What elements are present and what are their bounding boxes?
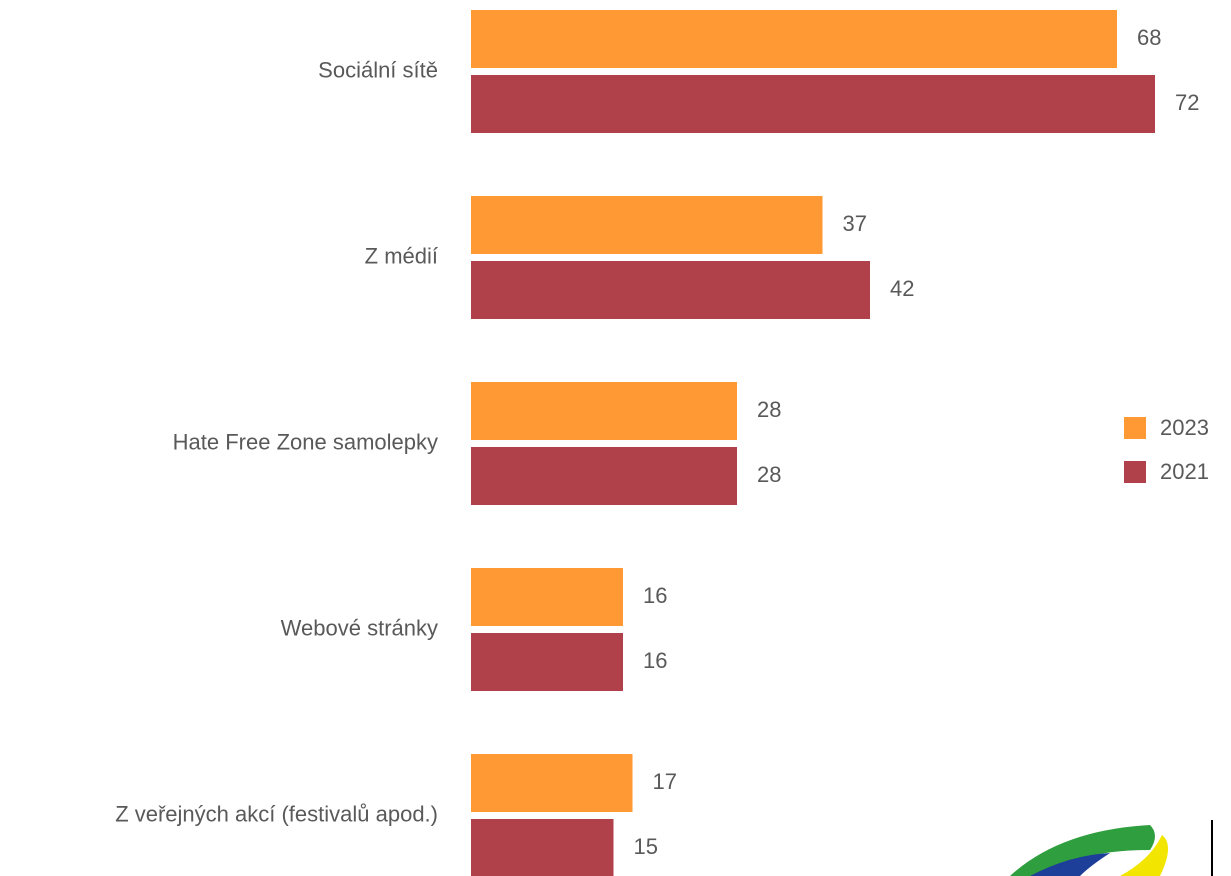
- legend-label: 2021: [1160, 459, 1209, 484]
- bar: [471, 261, 870, 319]
- bar: [471, 382, 737, 440]
- category-label: Hate Free Zone samolepky: [173, 429, 438, 454]
- bar: [471, 196, 823, 254]
- logo-swoosh: [1030, 853, 1110, 876]
- value-label: 28: [757, 397, 781, 422]
- category-label: Z médií: [365, 243, 438, 268]
- bar: [471, 75, 1155, 133]
- logo-swoosh: [1010, 825, 1155, 876]
- legend-label: 2023: [1160, 415, 1209, 440]
- value-label: 72: [1175, 90, 1199, 115]
- category-label: Sociální sítě: [318, 57, 438, 82]
- value-label: 28: [757, 462, 781, 487]
- bar: [471, 568, 623, 626]
- bar: [471, 10, 1117, 68]
- bar: [471, 447, 737, 505]
- value-label: 15: [634, 834, 658, 859]
- bar: [471, 633, 623, 691]
- legend-swatch: [1124, 417, 1146, 439]
- logo: [1010, 820, 1213, 876]
- value-label: 17: [653, 769, 677, 794]
- value-label: 37: [843, 211, 867, 236]
- value-label: 42: [890, 276, 914, 301]
- bar: [471, 819, 614, 876]
- legend-swatch: [1124, 461, 1146, 483]
- logo-swoosh: [1120, 835, 1169, 876]
- value-label: 16: [643, 648, 667, 673]
- value-label: 16: [643, 583, 667, 608]
- category-label: Z veřejných akcí (festivalů apod.): [115, 801, 438, 826]
- value-label: 68: [1137, 25, 1161, 50]
- bar: [471, 754, 633, 812]
- category-label: Webové stránky: [281, 615, 438, 640]
